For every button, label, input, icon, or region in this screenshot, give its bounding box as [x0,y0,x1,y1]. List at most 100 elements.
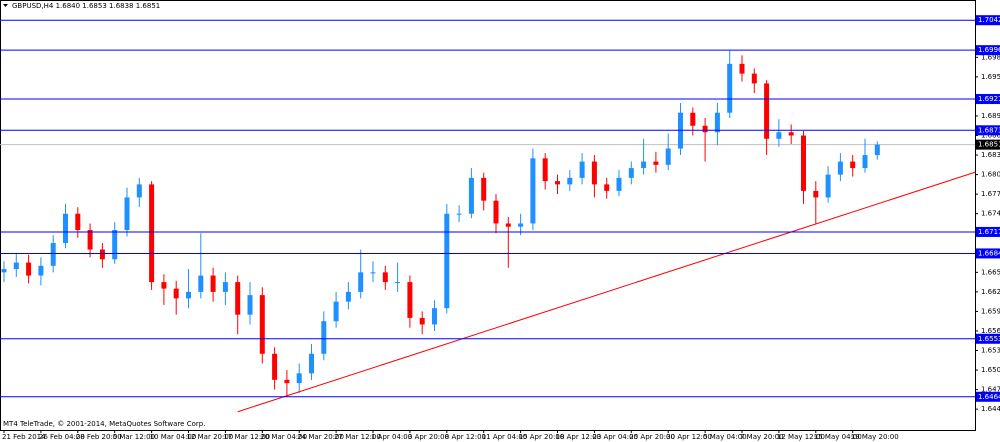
x-tick-label: 5 May 04:00 [703,433,747,441]
x-tick-label: 24 Mar 20:00 [297,433,344,441]
candle-body [813,190,819,198]
candle-body [788,132,794,136]
level-label: 1.6464 [978,393,1000,401]
x-tick-label: 23 Apr 04:00 [592,433,638,441]
candle-body [321,321,327,354]
x-tick-label: 21 Feb 2014 [2,433,46,441]
candle-body [739,63,745,74]
candle-body [604,184,610,191]
level-label-box [976,125,1000,136]
x-tick-label: 28 Feb 20:00 [76,433,122,441]
x-tick-label: 18 Apr 12:00 [556,433,602,441]
candle-body [112,229,118,260]
y-tick-label: 1.6445 [981,405,1000,413]
x-tick-label: 26 Feb 04:00 [39,433,85,441]
x-tick-label: 27 Mar 12:00 [334,433,381,441]
candle-body [493,200,499,224]
candle-body [874,144,880,156]
x-tick-label: 3 Apr 20:00 [408,433,449,441]
candle-body [862,155,868,169]
y-tick-label: 1.6655 [981,268,1000,276]
candle-body [296,373,302,384]
candle-body [210,275,216,292]
candle-body [850,161,856,169]
candle-body [370,272,376,274]
level-label-box [976,15,1000,26]
candle-body [591,161,597,185]
y-tick-label: 1.6835 [981,151,1000,159]
y-tick-label: 1.6865 [981,132,1000,140]
x-tick-label: 25 Apr 20:00 [629,433,675,441]
candle-body [63,213,68,244]
y-tick-label: 1.6535 [981,347,1000,355]
current-price-label: 1.6851 [978,141,1000,149]
x-tick-label: 7 May 20:00 [740,433,784,441]
candle-body [468,177,474,214]
candle-body [702,125,708,133]
y-tick-label: 1.6625 [981,288,1000,296]
candle-body [1,269,7,273]
candle-body [75,213,81,230]
x-tick-label: 12 Mar 20:00 [187,433,234,441]
level-label: 1.6873 [978,126,1000,134]
x-tick-label: 1 Apr 04:00 [371,433,412,441]
level-label: 1.6684 [978,249,1000,257]
candle-body [616,177,622,191]
x-tick-label: 11 Apr 04:00 [482,433,528,441]
x-tick-label: 17 Mar 12:00 [223,433,270,441]
y-tick-label: 1.6745 [981,210,1000,218]
candle-body [481,177,487,201]
candle-body [124,197,130,230]
candle-body [690,112,696,126]
candle-body [518,223,524,227]
candle-body [628,168,634,178]
candle-body [284,379,290,384]
candle-body [161,282,167,289]
y-tick-label: 1.6985 [981,53,1000,61]
candle-body [136,184,142,198]
y-tick-label: 1.6475 [981,386,1000,394]
candle-body [530,158,536,224]
candle-body [26,262,32,276]
candle-body [837,161,843,175]
candle-body [222,282,228,292]
y-tick-label: 1.6805 [981,171,1000,179]
candle-body [727,63,733,113]
candle-body [198,275,204,292]
candle-body [801,135,806,191]
candle-body [456,213,462,215]
y-tick-label: 1.6505 [981,366,1000,374]
candle-body [99,249,105,260]
candle-body [382,272,388,283]
candle-body [505,223,511,227]
x-tick-label: 12 May 12:00 [777,433,825,441]
candle-body [149,184,155,283]
x-tick-label: 30 Apr 12:00 [666,433,712,441]
candle-body [641,161,647,169]
candle-body [764,83,770,139]
y-tick-label: 1.6595 [981,307,1000,315]
candle-body [395,282,401,284]
candle-body [87,229,93,250]
candle-body [653,161,659,165]
candle-body [13,262,19,270]
candle-body [542,158,548,182]
level-label: 1.6553 [978,335,1000,343]
level-label-box [976,333,1000,344]
candle-body [751,73,757,84]
x-tick-label: 10 Mar 04:00 [150,433,197,441]
candle-body [714,112,720,133]
current-price-box [976,139,1000,150]
level-label-box [976,226,1000,237]
trendline [237,171,976,413]
x-tick-label: 5 Mar 12:00 [113,433,155,441]
x-tick-label: 15 May 04:00 [814,433,862,441]
y-tick-label: 1.6955 [981,73,1000,81]
candle-body [825,174,831,198]
candle-body [333,301,339,322]
candle-body [419,317,425,325]
candle-body [444,213,450,309]
candle-body [38,265,44,276]
level-label-box [976,391,1000,402]
